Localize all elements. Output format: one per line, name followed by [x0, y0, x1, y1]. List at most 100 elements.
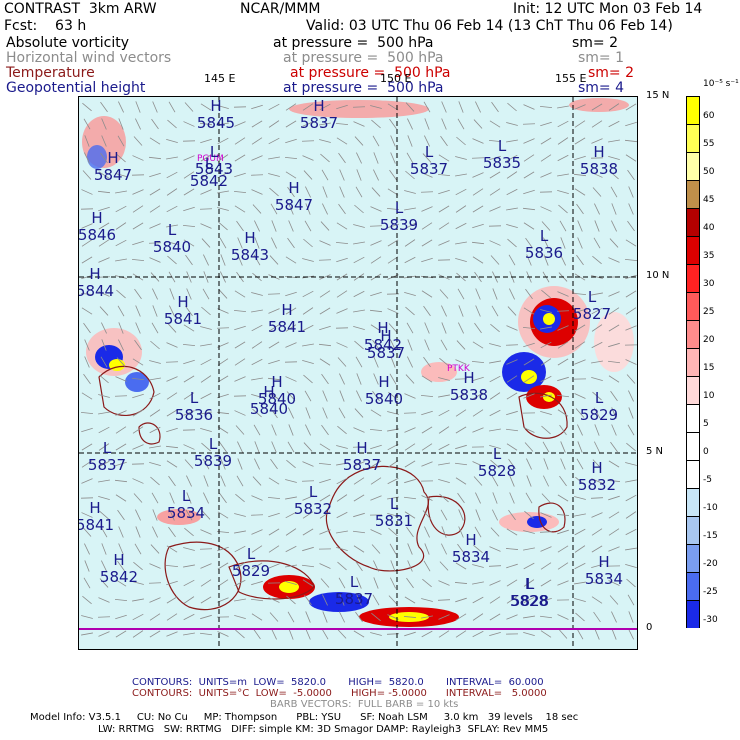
pressure-center-type: H: [210, 97, 221, 115]
lon-label-150e: 150 E: [380, 72, 412, 85]
pressure-center-value: 5829: [580, 406, 618, 424]
pressure-center-value: 5841: [79, 516, 114, 534]
pressure-center-type: L: [390, 495, 399, 513]
pressure-center-value: 5837: [335, 590, 373, 608]
pressure-center-value: 5837: [300, 114, 338, 132]
pressure-center-type: H: [107, 149, 118, 167]
pressure-center-value: 5840: [250, 400, 288, 418]
pressure-center-type: L: [209, 435, 218, 453]
colorbar-label: 45: [703, 195, 715, 205]
pressure-center-type: L: [526, 575, 535, 593]
field-name-temperature: Temperature: [6, 65, 95, 81]
wind-barbs: [80, 101, 637, 640]
pressure-center-value: 5839: [194, 452, 232, 470]
colorbar-swatch: [686, 208, 700, 236]
colorbar-label: -20: [703, 559, 718, 569]
colorbar-swatch: [686, 320, 700, 348]
pressure-center-value: 5847: [275, 196, 313, 214]
colorbar-label: -15: [703, 531, 718, 541]
pressure-center-type: L: [425, 143, 434, 161]
pressure-center-value: 5843: [231, 246, 269, 264]
pressure-center-type: H: [89, 265, 100, 283]
station-markers: PGUM PTKK: [197, 154, 471, 374]
weather-map[interactable]: PGUM PTKK H 5845 L 5843 H 5847 L 5842 H 5837 L 5837…: [78, 96, 638, 650]
temperature-contours: [98, 365, 568, 611]
lon-label-155e: 155 E: [555, 72, 587, 85]
barb-info: BARB VECTORS: FULL BARB = 10 kts: [270, 699, 459, 710]
pressure-center-value: 5842: [190, 172, 228, 190]
pressure-center-type: H: [598, 553, 609, 571]
pressure-center-value: 5832: [294, 500, 332, 518]
pressure-center-value: 5840: [153, 238, 191, 256]
pressure-center-value: 5842: [100, 568, 138, 586]
pressure-center-type: H: [313, 97, 324, 115]
pressure-center-type: L: [247, 545, 256, 563]
field-name-vorticity: Absolute vorticity: [6, 35, 129, 51]
pressure-centers: H5845L5843H5847L5842H5837L5837L5835H5838…: [79, 97, 623, 610]
field-smooth-temperature: sm= 2: [588, 65, 635, 81]
colorbar-label: 60: [703, 111, 715, 121]
pressure-center-type: H: [377, 319, 388, 337]
colorbar-label: 10: [703, 391, 715, 401]
pressure-center-value: 5846: [79, 226, 116, 244]
colorbar-swatch: [686, 488, 700, 516]
colorbar-label: -25: [703, 587, 718, 597]
colorbar-unit: 10⁻⁵ s⁻¹: [703, 79, 739, 89]
pressure-center-type: H: [465, 531, 476, 549]
pressure-center-value: 5838: [450, 386, 488, 404]
pressure-center-value: 5837: [410, 160, 448, 178]
colorbar-swatch: [686, 348, 700, 376]
colorbar-swatch: [686, 544, 700, 572]
pressure-center-type: H: [380, 327, 391, 345]
pressure-center-value: 5842: [364, 336, 402, 354]
pressure-center-value: 5840: [258, 390, 296, 408]
pressure-center-value: 5827: [573, 305, 611, 323]
colorbar-swatch: [686, 236, 700, 264]
product-title: CONTRAST 3km ARW: [4, 1, 157, 17]
station-marker-label: PTKK: [447, 364, 471, 374]
field-level-vorticity: at pressure = 500 hPa: [273, 35, 434, 51]
pressure-center-value: 5840: [365, 390, 403, 408]
field-smooth-vorticity: sm= 2: [572, 35, 619, 51]
field-level-wind: at pressure = 500 hPa: [283, 50, 444, 66]
pressure-center-type: H: [378, 373, 389, 391]
organization-label: NCAR/MMM: [240, 1, 321, 17]
pressure-center-type: L: [190, 389, 199, 407]
pressure-center-value: 5828: [511, 592, 549, 610]
colorbar-swatch: [686, 292, 700, 320]
valid-time: Valid: 03 UTC Thu 06 Feb 14 (13 ChT Thu …: [306, 18, 673, 34]
field-level-temperature: at pressure = 500 hPa: [290, 65, 451, 81]
pressure-center-type: L: [540, 227, 549, 245]
pressure-center-type: H: [463, 369, 474, 387]
colorbar-label: -30: [703, 615, 718, 625]
field-smooth-height: sm= 4: [578, 80, 625, 96]
pressure-center-value: 5847: [94, 166, 132, 184]
model-info-2: LW: RRTMG SW: RRTMG DIFF: simple KM: 3D …: [98, 724, 549, 735]
pressure-center-value: 5835: [483, 154, 521, 172]
pressure-center-value: 5829: [232, 562, 270, 580]
pressure-center-type: L: [588, 288, 597, 306]
pressure-center-type: H: [591, 459, 602, 477]
pressure-center-type: H: [89, 499, 100, 517]
pressure-center-type: L: [168, 221, 177, 239]
colorbar-swatch: [686, 180, 700, 208]
contour-info-height: CONTOURS: UNITS=m LOW= 5820.0 HIGH= 5820…: [132, 677, 544, 688]
field-smooth-wind: sm= 1: [578, 50, 625, 66]
colorbar-label: -5: [703, 475, 712, 485]
pressure-center-type: H: [271, 373, 282, 391]
pressure-center-type: H: [288, 179, 299, 197]
colorbar-label: 55: [703, 139, 715, 149]
pressure-center-value: 5836: [525, 244, 563, 262]
lat-label-10n: 10 N: [646, 270, 670, 281]
pressure-center-type: H: [177, 293, 188, 311]
pressure-center-type: H: [91, 209, 102, 227]
pressure-center-type: H: [356, 439, 367, 457]
pressure-center-type: L: [350, 573, 359, 591]
pressure-center-value: 5841: [268, 318, 306, 336]
pressure-center-value: 5836: [175, 406, 213, 424]
colorbar-swatch: [686, 96, 700, 124]
pressure-center-value: 5834: [167, 504, 205, 522]
colorbar-swatch: [686, 460, 700, 488]
pressure-center-value: 5831: [375, 512, 413, 530]
lat-label-0: 0: [646, 622, 653, 633]
